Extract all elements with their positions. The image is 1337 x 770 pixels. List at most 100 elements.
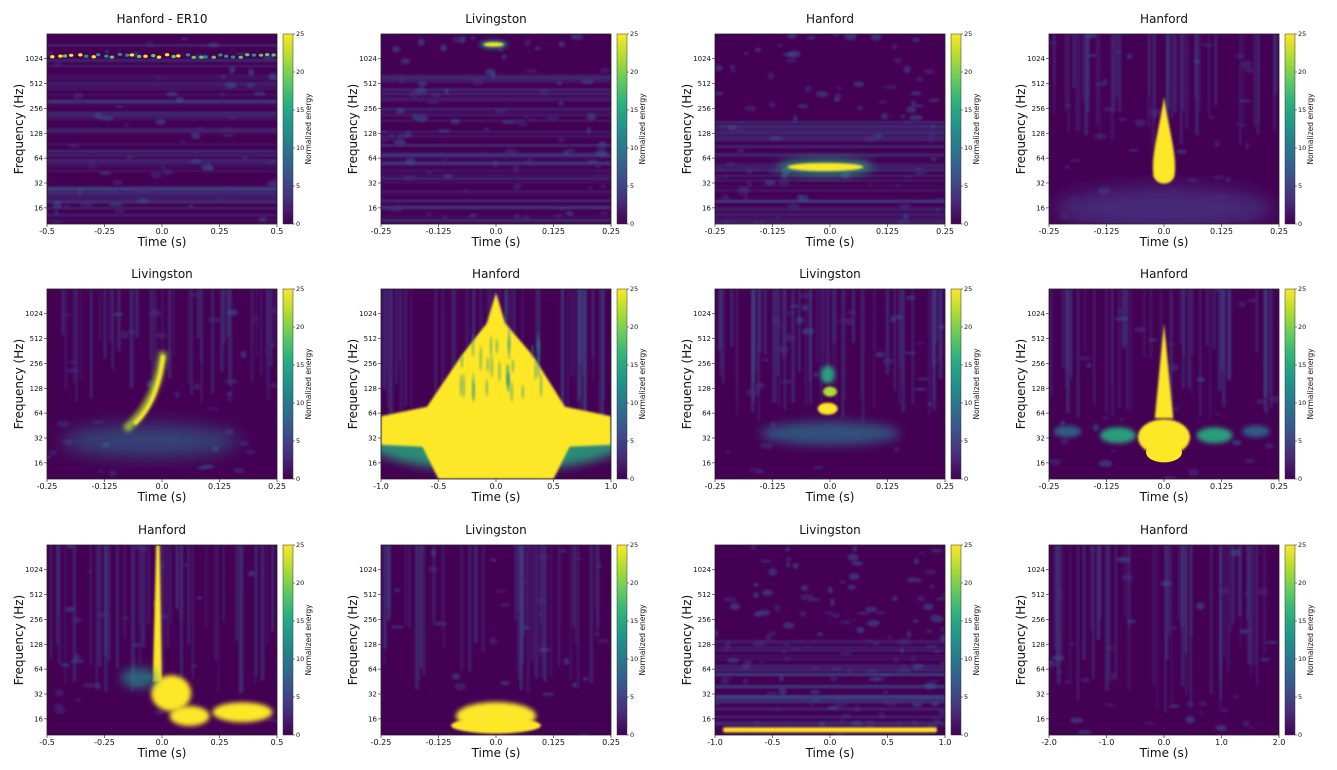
energy-fringe <box>537 356 540 378</box>
noise-speckle <box>600 67 610 74</box>
noise-stripe <box>47 154 277 157</box>
noise-streak <box>841 289 845 418</box>
x-tick-label: 0.125 <box>542 227 565 236</box>
noise-speckle <box>1056 594 1064 599</box>
noise-speckle <box>729 602 741 611</box>
noise-stripe <box>381 75 611 79</box>
noise-streak <box>860 289 863 400</box>
noise-speckle <box>1208 115 1215 119</box>
energy-blip <box>104 54 109 58</box>
noise-streak <box>1177 545 1180 621</box>
noise-speckle <box>895 721 903 726</box>
noise-speckle <box>258 217 267 222</box>
noise-speckle <box>151 171 163 179</box>
energy-fringe <box>472 372 475 401</box>
y-tick-label: 512 <box>30 591 43 599</box>
colorbar-tick-label: 0 <box>630 475 634 483</box>
heatmap-area <box>1049 34 1279 224</box>
colorbar-tick-label: 5 <box>964 182 968 190</box>
noise-speckle <box>930 549 943 553</box>
noise-speckle <box>1102 416 1109 421</box>
noise-speckle <box>451 673 461 680</box>
noise-speckle <box>823 611 834 615</box>
y-axis-label: Frequency (Hz) <box>346 84 360 175</box>
x-tick-label: -0.125 <box>760 482 786 491</box>
noise-stripe <box>715 121 945 124</box>
noise-streak <box>1090 545 1093 631</box>
energy-blip <box>84 54 89 58</box>
noise-streak <box>595 545 597 612</box>
colorbar-tick-label: 0 <box>964 731 968 739</box>
x-tick-label: 0.5 <box>547 482 560 491</box>
noise-speckle <box>77 188 82 195</box>
noise-speckle <box>933 650 942 653</box>
noise-speckle <box>435 621 447 625</box>
noise-speckle <box>1087 54 1098 57</box>
x-tick-label: 0.0 <box>1158 482 1171 491</box>
energy-blob <box>212 702 273 723</box>
noise-streak <box>1116 34 1119 98</box>
noise-stripe <box>47 115 277 119</box>
noise-streak <box>577 545 580 689</box>
noise-speckle <box>268 72 277 81</box>
noise-stripe <box>715 700 945 703</box>
noise-stripe <box>715 664 945 667</box>
noise-streak <box>465 289 468 375</box>
noise-speckle <box>1134 118 1147 127</box>
y-tick-label: 64 <box>34 666 43 674</box>
y-tick-label: 1024 <box>25 55 43 63</box>
x-tick-label: -1.0 <box>373 482 389 491</box>
noise-speckle <box>524 38 531 47</box>
energy-blip <box>171 54 176 59</box>
noise-speckle <box>594 630 600 638</box>
noise-speckle <box>1115 48 1121 55</box>
noise-speckle <box>1240 60 1253 69</box>
energy-blip <box>129 53 135 57</box>
noise-streak <box>107 545 111 662</box>
energy-blob <box>151 675 192 712</box>
noise-streak <box>1166 34 1170 108</box>
noise-speckle <box>1196 602 1205 610</box>
noise-speckle <box>558 101 564 106</box>
noise-streak <box>266 289 270 400</box>
noise-streak <box>386 289 391 408</box>
y-tick-label: 64 <box>34 155 43 163</box>
noise-stripe <box>715 643 945 645</box>
noise-streak <box>1207 34 1211 116</box>
noise-stripe <box>715 221 945 224</box>
noise-speckle <box>913 557 919 565</box>
x-tick-label: 0.0 <box>824 227 837 236</box>
noise-speckle <box>759 442 773 450</box>
noise-speckle <box>719 125 730 129</box>
noise-stripe <box>715 648 945 651</box>
noise-stripe <box>47 81 277 85</box>
noise-speckle <box>1060 439 1070 445</box>
spectrogram-panel: Hanford 1024 512 256 128 64 32 16 -0.25 -0.125 0.0… <box>1014 12 1315 249</box>
noise-speckle <box>234 52 248 56</box>
noise-stripe <box>47 99 277 103</box>
noise-streak <box>782 289 785 359</box>
noise-speckle <box>87 164 99 169</box>
noise-streak <box>1083 289 1086 352</box>
noise-speckle <box>180 140 186 144</box>
noise-stripe <box>47 200 277 203</box>
noise-speckle <box>777 181 791 187</box>
noise-streak <box>1107 545 1111 683</box>
noise-speckle <box>1235 123 1247 126</box>
y-tick-label: 16 <box>34 204 43 212</box>
y-tick-label: 64 <box>702 410 711 418</box>
noise-streak <box>460 545 464 671</box>
noise-stripe <box>715 189 945 192</box>
x-tick-label: -0.25 <box>94 738 115 747</box>
noise-speckle <box>903 65 911 74</box>
colorbar-label: Normalized energy <box>304 604 313 676</box>
noise-speckle <box>1092 424 1100 432</box>
energy-fringe <box>471 332 475 357</box>
x-tick-label: -0.5 <box>39 227 55 236</box>
noise-speckle <box>559 549 567 553</box>
noise-speckle <box>721 194 730 202</box>
y-tick-label: 128 <box>698 130 711 138</box>
noise-streak <box>1152 545 1156 685</box>
colorbar <box>1284 288 1296 480</box>
y-axis-label: Frequency (Hz) <box>1014 339 1028 430</box>
